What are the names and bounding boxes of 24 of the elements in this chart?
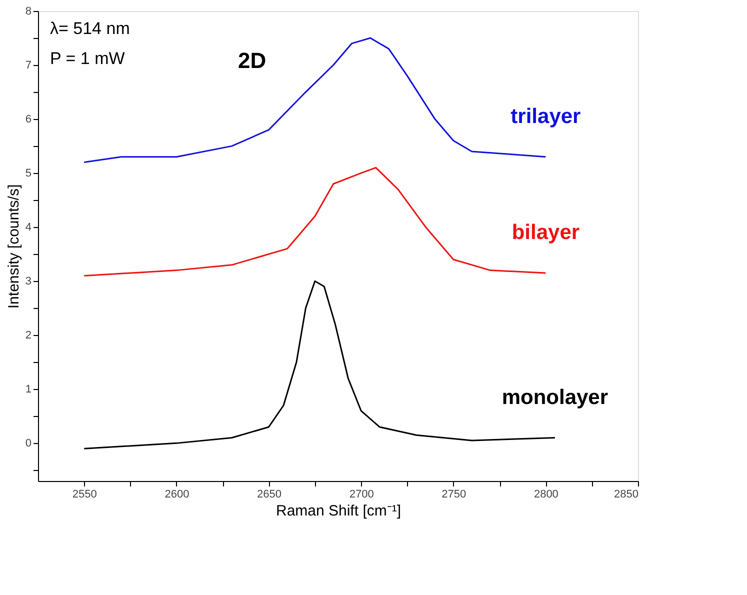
x-tick-label: 2600	[164, 488, 190, 500]
y-tick-label: 5	[25, 168, 32, 180]
x-tick-label: 2800	[534, 488, 558, 500]
y-tick-label: 2	[25, 330, 32, 342]
x-tick-label: 2850	[614, 488, 638, 500]
annotation: P = 1 mW	[50, 49, 125, 68]
x-tick-label: 2650	[257, 488, 282, 500]
y-tick-label: 3	[25, 276, 32, 288]
y-tick-label: 1	[25, 384, 32, 396]
y-axis-title: Intensity [counts/s]	[5, 184, 22, 309]
series-label: monolayer	[502, 386, 608, 409]
y-tick-label: 4	[25, 222, 32, 234]
x-tick-label: 2750	[442, 488, 466, 500]
annotation: 2D	[238, 48, 266, 73]
x-axis-title: Raman Shift [cm⁻¹]	[276, 502, 402, 520]
x-tick-label: 2700	[349, 488, 374, 500]
y-tick-label: 8	[25, 6, 32, 18]
y-tick-label: 7	[25, 60, 32, 72]
y-tick-label: 6	[25, 114, 32, 126]
x-tick-label: 2550	[72, 488, 97, 500]
y-tick-label: 0	[25, 438, 32, 450]
series-label: bilayer	[512, 221, 580, 244]
annotation: λ= 514 nm	[50, 19, 130, 38]
series-label: trilayer	[510, 104, 581, 128]
